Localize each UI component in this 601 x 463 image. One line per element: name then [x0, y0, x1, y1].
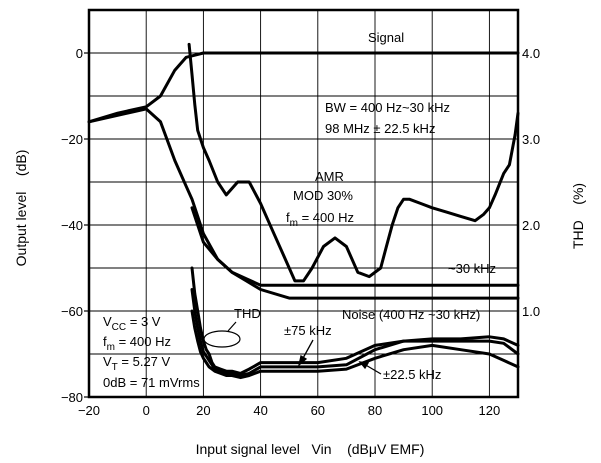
series-line-4 [190, 266, 520, 375]
series-line-3 [190, 206, 520, 287]
x-tick-label: 20 [196, 403, 210, 418]
label-bw-line2: 98 MHz ± 22.5 kHz [325, 121, 435, 136]
label-30khz: ~30 kHz [448, 261, 496, 276]
x-tick-label: 40 [253, 403, 267, 418]
x-tick-label: 0 [143, 403, 150, 418]
label-signal: Signal [368, 30, 404, 45]
series-line-0 [87, 51, 520, 124]
label-vt: VT = 5.27 V [103, 354, 171, 373]
arrow-22-5khz-head [358, 361, 370, 370]
y2-axis-title: THD (%) [570, 183, 586, 249]
y-axis-title: Output level (dB) [13, 150, 29, 267]
arrow-75khz-line [301, 339, 314, 361]
x-tick-label: 80 [368, 403, 382, 418]
label-mod: MOD 30% [293, 188, 353, 203]
y-tick-label: −60 [61, 304, 83, 319]
annotations: Signal BW = 400 Hz~30 kHz 98 MHz ± 22.5 … [103, 30, 496, 390]
y2-tick-label: 4.0 [522, 46, 540, 61]
x-tick-label: 60 [311, 403, 325, 418]
label-vcc: VCC = 3 V [103, 314, 161, 333]
y2-tick-label: 2.0 [522, 218, 540, 233]
y-tick-label: −20 [61, 132, 83, 147]
x-axis-title: Input signal level Vin (dBμV EMF) [196, 441, 425, 457]
y2-tick-label: 1.0 [522, 304, 540, 319]
thd-ellipse [203, 330, 241, 348]
y-tick-label: 0 [76, 46, 83, 61]
label-amr: AMR [315, 169, 344, 184]
grid [89, 10, 518, 397]
label-0db: 0dB = 71 mVrms [103, 375, 200, 390]
thd-marker [203, 321, 241, 348]
series-group [87, 42, 520, 380]
series-line-6 [190, 309, 520, 380]
x-tick-label: 100 [421, 403, 443, 418]
x-tick-label: 120 [479, 403, 501, 418]
label-75khz: ±75 kHz [284, 323, 332, 338]
label-fm-mod: fm = 400 Hz [286, 210, 354, 229]
label-noise: Noise (400 Hz ~30 kHz) [342, 307, 480, 322]
label-thd: THD [234, 306, 261, 321]
plot-frame [87, 8, 520, 399]
series-line-5 [190, 288, 520, 377]
arrow-75khz-head [297, 354, 308, 367]
y2-tick-label: 3.0 [522, 132, 540, 147]
series-line-1 [187, 42, 520, 283]
tick-labels: −20 0 20 40 60 80 100 120 0 −20 −40 −60 −80 4.0 3.0 2.0… [61, 46, 540, 418]
x-tick-label: −20 [78, 403, 100, 418]
pointer-arrows [297, 339, 382, 375]
thd-leader [227, 321, 237, 332]
y-tick-label: −40 [61, 218, 83, 233]
label-22-5khz: ±22.5 kHz [383, 367, 441, 382]
label-bw-line1: BW = 400 Hz~30 kHz [325, 100, 450, 115]
y-tick-label: −80 [61, 390, 83, 405]
label-fm: fm = 400 Hz [103, 334, 171, 353]
